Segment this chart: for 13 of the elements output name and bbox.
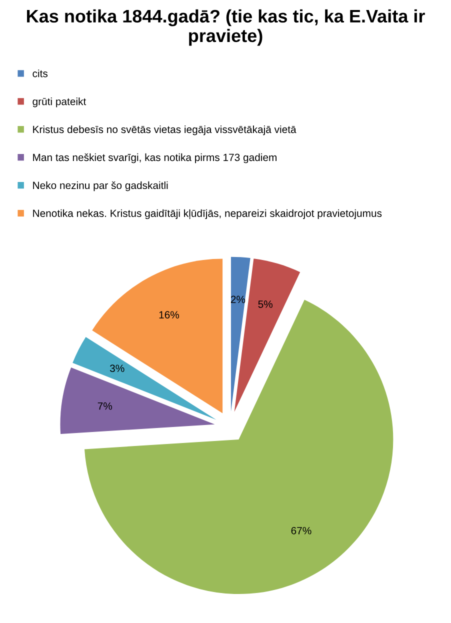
legend-label: Neko nezinu par šo gadskaitli bbox=[33, 181, 168, 192]
data-label: 3% bbox=[110, 364, 124, 372]
legend-label: Kristus debesīs no svētās vietas iegāja vissvētākajā vietā bbox=[33, 125, 296, 136]
data-label: 5% bbox=[258, 300, 273, 308]
legend-label: Nenotika nekas. Kristus gaidītāji kļūdījās, nepareizi skaidrojot pravietojumus bbox=[33, 209, 382, 220]
data-label: 67% bbox=[291, 526, 312, 534]
legend-label: grūti pateikt bbox=[32, 98, 86, 108]
legend-label: Man tas neškiet svarīgi, kas notika pirms 173 gadiem bbox=[33, 153, 276, 164]
chart-title: Kas notika 1844.gadā? (tie kas tic, ka E.Vaita ir praviete) bbox=[27, 9, 425, 46]
data-label: 2% bbox=[230, 296, 246, 304]
data-label: 16% bbox=[159, 311, 180, 319]
data-label: 7% bbox=[98, 402, 112, 410]
legend-label: cits bbox=[32, 70, 48, 78]
